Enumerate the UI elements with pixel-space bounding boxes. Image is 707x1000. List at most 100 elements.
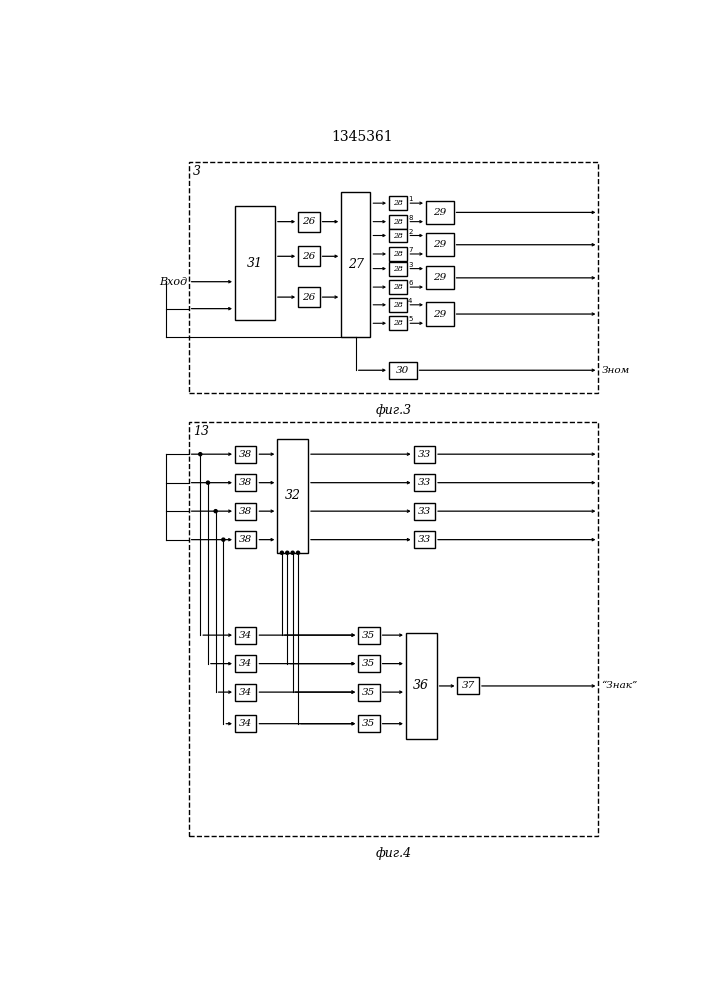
Bar (358, 684, 380, 701)
Circle shape (286, 551, 288, 554)
Bar (235, 503, 257, 520)
Text: 28: 28 (393, 265, 403, 273)
Bar (389, 196, 407, 210)
Text: 28: 28 (393, 199, 403, 207)
Text: 5: 5 (408, 316, 412, 322)
Text: 38: 38 (239, 507, 252, 516)
Text: 38: 38 (239, 535, 252, 544)
Text: 38: 38 (239, 450, 252, 459)
Circle shape (296, 551, 300, 554)
Text: “Знак”: “Знак” (602, 681, 638, 690)
Bar (358, 627, 380, 644)
Bar (414, 474, 435, 491)
Text: 33: 33 (418, 507, 431, 516)
Text: 27: 27 (348, 258, 364, 271)
Circle shape (222, 538, 225, 541)
Circle shape (206, 481, 209, 484)
Bar (235, 655, 257, 672)
Bar (457, 677, 479, 694)
Text: 29: 29 (433, 310, 446, 319)
Circle shape (281, 551, 284, 554)
Bar (414, 531, 435, 548)
Bar (235, 206, 275, 320)
Bar (426, 266, 454, 289)
Bar (389, 229, 407, 242)
Text: 29: 29 (433, 240, 446, 249)
Bar (426, 233, 454, 256)
Bar (298, 246, 320, 266)
Bar (389, 298, 407, 312)
Text: 26: 26 (302, 252, 315, 261)
Text: 33: 33 (418, 478, 431, 487)
Bar (358, 655, 380, 672)
Text: 36: 36 (414, 679, 429, 692)
Text: 30: 30 (396, 366, 409, 375)
Bar (389, 262, 407, 276)
Text: Зном: Зном (602, 366, 630, 375)
Text: 28: 28 (393, 232, 403, 239)
Bar (235, 474, 257, 491)
Text: 3: 3 (193, 165, 201, 178)
Bar (235, 531, 257, 548)
Text: 3: 3 (408, 262, 413, 268)
Bar (389, 247, 407, 261)
Text: 2: 2 (408, 229, 412, 235)
Bar (235, 446, 257, 463)
Bar (389, 316, 407, 330)
Text: 28: 28 (393, 218, 403, 226)
Bar (277, 439, 308, 553)
Text: 28: 28 (393, 250, 403, 258)
Bar (235, 627, 257, 644)
Bar (389, 362, 416, 379)
Bar (235, 715, 257, 732)
Text: 28: 28 (393, 319, 403, 327)
Bar (414, 446, 435, 463)
Text: 28: 28 (393, 301, 403, 309)
Text: 35: 35 (362, 719, 375, 728)
Text: Вход: Вход (159, 277, 187, 287)
Text: 34: 34 (239, 631, 252, 640)
Bar (189, 422, 598, 836)
Bar (298, 287, 320, 307)
Circle shape (199, 453, 201, 456)
Circle shape (214, 510, 217, 513)
Bar (389, 280, 407, 294)
Text: 28: 28 (393, 283, 403, 291)
Text: 13: 13 (193, 425, 209, 438)
Text: 34: 34 (239, 719, 252, 728)
Text: 37: 37 (462, 681, 475, 690)
Text: 38: 38 (239, 478, 252, 487)
Text: фиг.4: фиг.4 (375, 847, 411, 860)
Text: 6: 6 (408, 280, 413, 286)
Bar (426, 201, 454, 224)
Text: 1: 1 (408, 196, 413, 202)
Bar (189, 162, 598, 393)
Text: 33: 33 (418, 450, 431, 459)
Text: 34: 34 (239, 688, 252, 697)
Bar (235, 684, 257, 701)
Text: 4: 4 (408, 298, 412, 304)
Text: 35: 35 (362, 688, 375, 697)
Bar (406, 633, 437, 739)
Bar (426, 302, 454, 326)
Bar (389, 215, 407, 229)
Text: 7: 7 (408, 247, 413, 253)
Bar (298, 212, 320, 232)
Text: 35: 35 (362, 659, 375, 668)
Text: 35: 35 (362, 631, 375, 640)
Text: 1345361: 1345361 (331, 130, 393, 144)
Text: 33: 33 (418, 535, 431, 544)
Text: 8: 8 (408, 215, 413, 221)
Bar (341, 192, 370, 337)
Text: фиг.3: фиг.3 (375, 404, 411, 417)
Circle shape (291, 551, 294, 554)
Text: 34: 34 (239, 659, 252, 668)
Bar (414, 503, 435, 520)
Text: 31: 31 (247, 257, 263, 270)
Text: 29: 29 (433, 273, 446, 282)
Bar (358, 715, 380, 732)
Text: 26: 26 (302, 217, 315, 226)
Text: 26: 26 (302, 293, 315, 302)
Text: 32: 32 (285, 489, 300, 502)
Text: 29: 29 (433, 208, 446, 217)
